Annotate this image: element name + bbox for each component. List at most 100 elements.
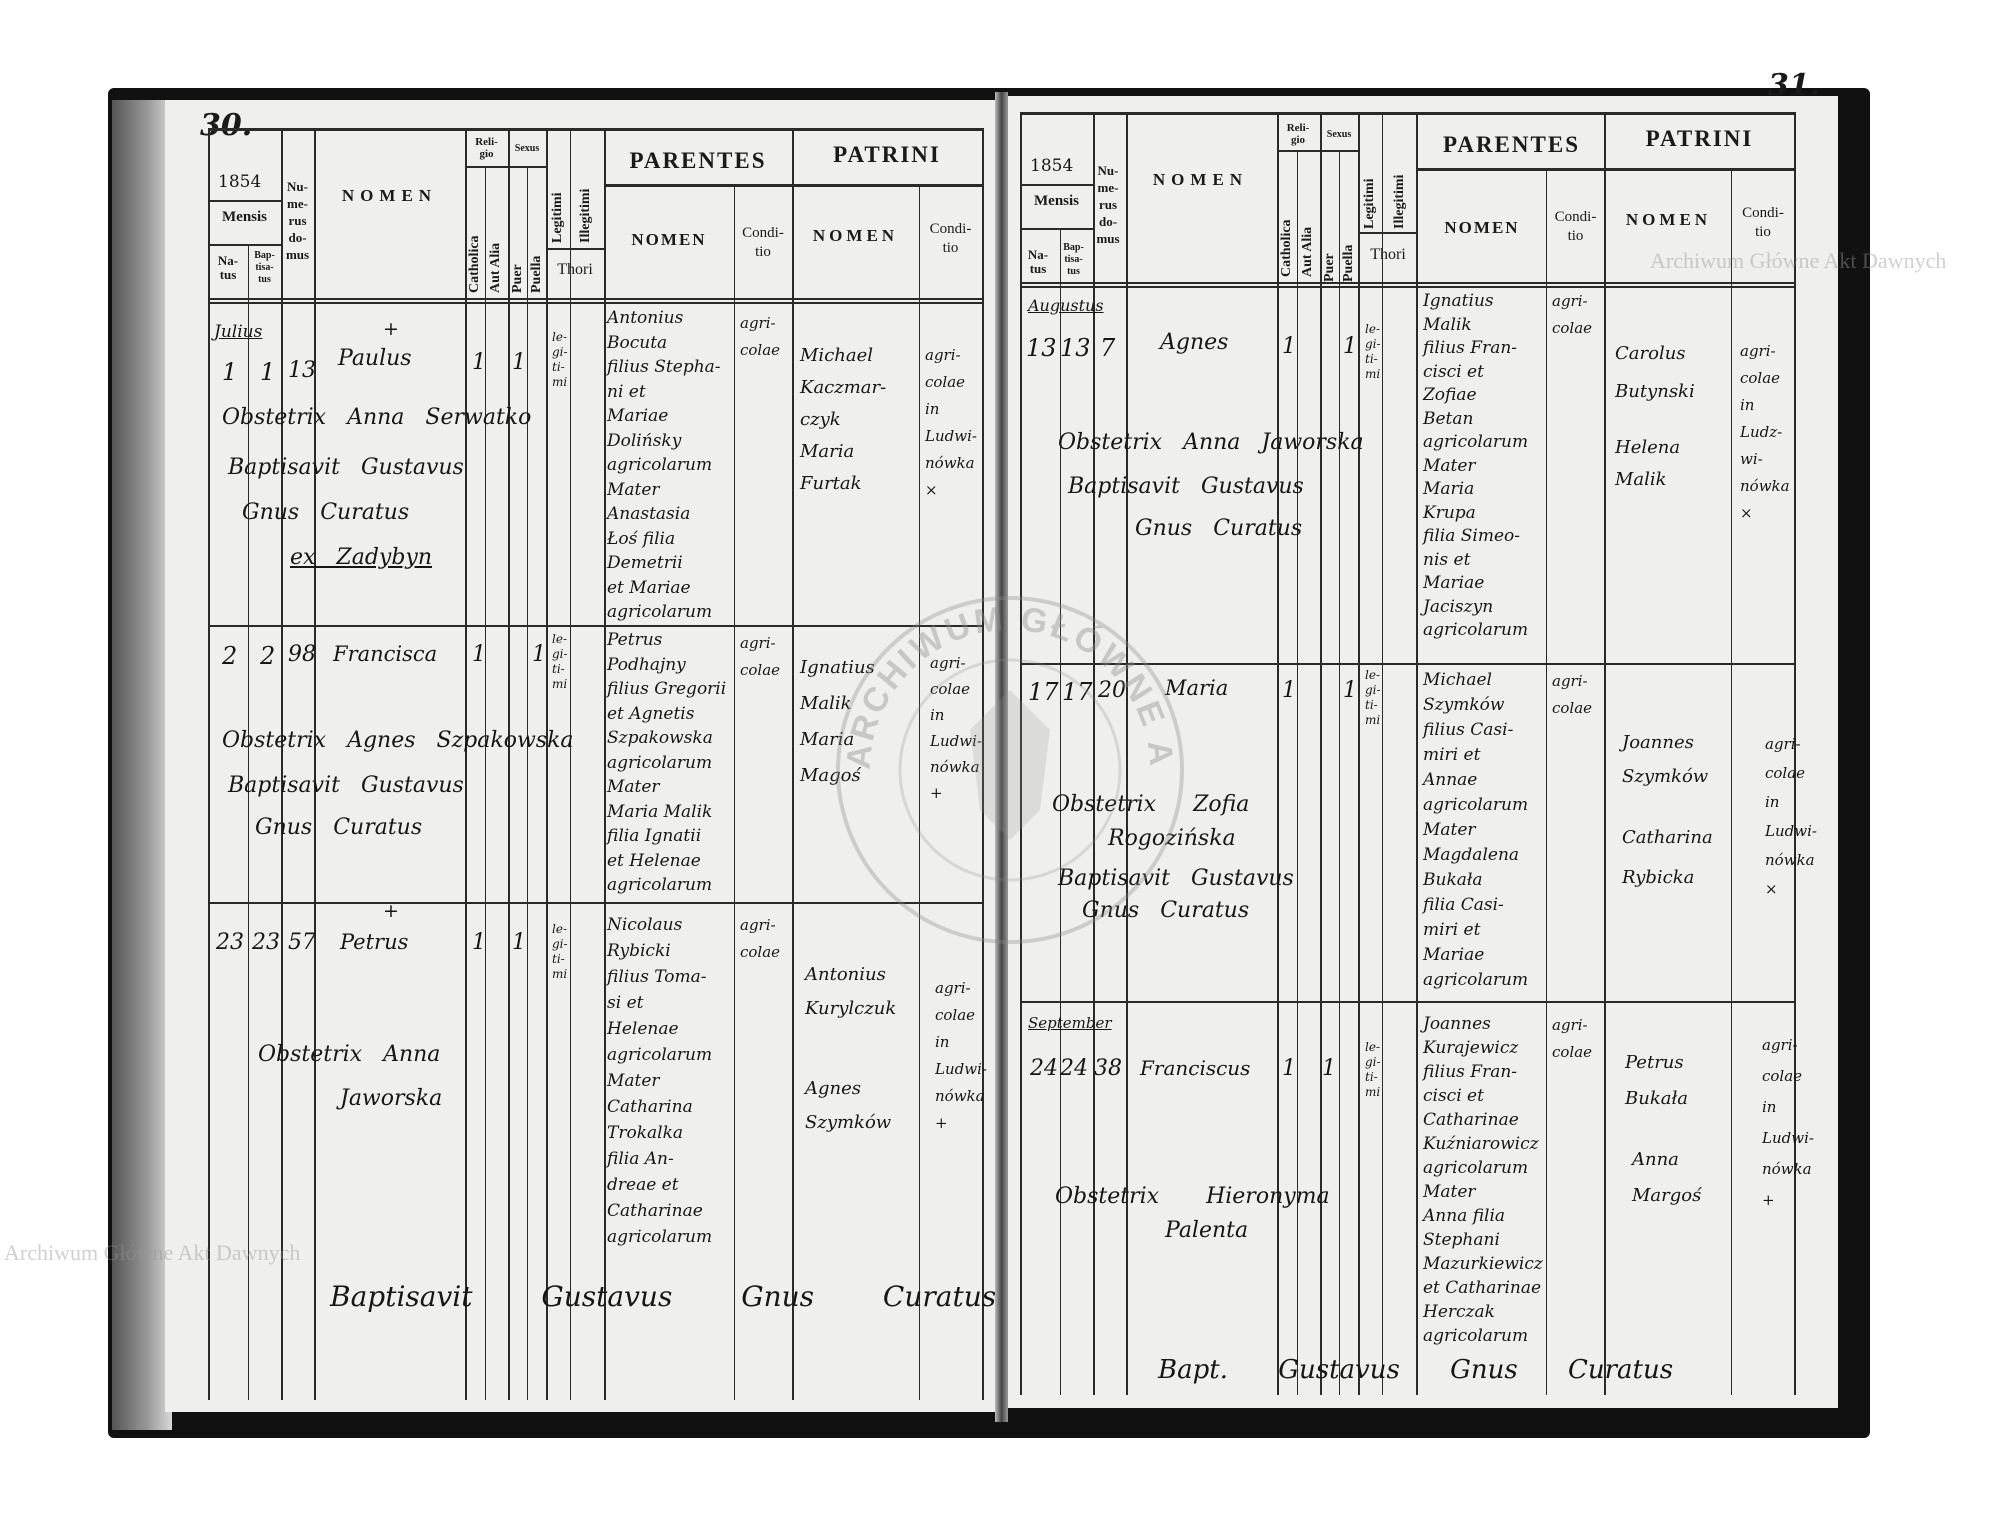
patrini-2-name: Anna Margoś <box>1632 1149 1702 1206</box>
entry-month: Julius <box>214 322 263 342</box>
patrini-1-name: Antonius Kurylczuk <box>805 964 897 1019</box>
entry-domus: 20 <box>1098 678 1126 703</box>
table-rule <box>1358 232 1416 234</box>
catholica-header: Catholica <box>467 235 482 293</box>
entry-domus: 7 <box>1100 334 1116 362</box>
patrini-nomen-header: NOMEN <box>1625 210 1712 229</box>
curatus-note: Gnus Curatus <box>242 500 410 525</box>
obstetrix-surname: Jaworska <box>340 1086 443 1111</box>
patrini-nomen-header: NOMEN <box>812 226 899 245</box>
parentes-nomen-header: NOMEN <box>631 230 707 249</box>
table-rule <box>1416 168 1794 171</box>
parentes-conditio-header: Condi- tio <box>1554 209 1597 244</box>
catholica-header: Catholica <box>1279 219 1294 277</box>
archive-stamp: ARCHIWUM GŁÓWNE AKT DAWNYCH <box>820 580 1184 944</box>
entry-natus: 1 <box>222 358 238 386</box>
table-rule <box>1382 112 1383 1395</box>
left-page <box>165 100 997 1412</box>
religio-catholica-mark: 1 <box>472 350 486 375</box>
table-rule <box>1297 150 1298 1395</box>
parentes-names: Petrus Podhajny filius Gregorii et Agnet… <box>607 630 727 895</box>
entry-baptisatus: 24 <box>1060 1056 1088 1081</box>
archive-watermark-right: Archiwum Główne Akt Dawnych <box>1650 248 1947 273</box>
parentes-header: PARENTES <box>629 148 767 173</box>
aut-alia-header: Aut Alia <box>488 242 503 293</box>
mensis-header: Mensis <box>222 209 267 225</box>
table-rule <box>208 625 984 627</box>
puella-header: Puella <box>529 255 544 293</box>
table-rule <box>281 128 283 1400</box>
table-rule <box>208 200 281 202</box>
table-rule <box>919 186 920 1400</box>
left-page-footer-note: Baptisavit Gustavus Gnus Curatus <box>330 1280 997 1313</box>
entry-baptisatus: 17 <box>1062 678 1093 706</box>
baptisavit-note: Baptisavit Gustavus <box>228 773 464 798</box>
child-name: Francisca <box>333 642 438 666</box>
religio-header: Reli- gio <box>475 136 498 160</box>
thori-header: Thori <box>557 261 593 278</box>
eagle-emblem-icon <box>970 690 1050 840</box>
table-rule <box>1731 170 1732 1395</box>
table-rule <box>1339 150 1340 1395</box>
puer-header: Puer <box>510 264 525 293</box>
left-register-table: 1854 Mensis Na- tus Bap- tisa- tus Nu- m… <box>208 128 984 1400</box>
parentes-names: Antonius Bocuta filius Stepha- ni et Mar… <box>607 308 721 622</box>
table-rule <box>527 166 528 1400</box>
right-page-footer-note: Bapt. Gustavus Gnus Curatus <box>1158 1355 1674 1385</box>
legitimi-mark: le- gi- ti- mi <box>552 632 568 691</box>
natus-header: Na- tus <box>1027 247 1049 276</box>
patrini-conditio: agri- colae in Ludwi- nówka + <box>935 979 987 1132</box>
entry-baptisatus: 13 <box>1060 334 1091 362</box>
illegitimi-header: Illegitimi <box>578 188 593 243</box>
patrini-names: Michael Kaczmar- czyk Maria Furtak <box>800 345 887 494</box>
table-rule <box>465 128 467 1400</box>
obstetrix-surname: Palenta <box>1165 1218 1249 1243</box>
obstetrix-note: Obstetrix Anna Serwatko <box>222 405 532 430</box>
obstetrix-note: Obstetrix Anna Jaworska <box>1058 430 1364 455</box>
table-rule <box>208 128 984 131</box>
parentes-conditio: agri- colae <box>1552 672 1593 717</box>
table-rule <box>1020 228 1093 230</box>
entry-domus: 38 <box>1094 1056 1122 1081</box>
table-rule <box>1277 150 1358 152</box>
mensis-header: Mensis <box>1034 193 1079 209</box>
patrini-1-name: Petrus Bukała <box>1625 1052 1689 1109</box>
child-name: Paulus <box>338 346 412 371</box>
curatus-note: Gnus Curatus <box>1135 516 1303 541</box>
table-rule <box>508 128 510 1400</box>
patrini-conditio: agri- colae in Ludwi- nówka × <box>1765 735 1817 898</box>
obstetrix-note: Obstetrix Anna <box>258 1042 441 1067</box>
parentes-names: Nicolaus Rybicki filius Toma- si et Hele… <box>607 915 713 1247</box>
table-rule <box>604 128 606 1400</box>
table-rule <box>1604 112 1606 1395</box>
table-rule <box>208 302 984 304</box>
table-rule <box>1126 112 1128 1395</box>
baptisatus-header: Bap- tisa- tus <box>254 250 275 285</box>
right-page-number: 31. <box>1768 68 1821 103</box>
entry-natus: 23 <box>216 930 244 955</box>
numerus-domus-header: Nu- me- rus do- mus <box>285 179 310 262</box>
deceased-cross-mark: + <box>383 318 399 340</box>
entry-natus: 17 <box>1028 678 1059 706</box>
patrini-conditio: agri- colae in Ludwi- nówka + <box>1762 1036 1814 1209</box>
religio-catholica-mark: 1 <box>1282 1056 1296 1081</box>
table-rule <box>1277 112 1279 1395</box>
patrini-names: Ignatius Malik Maria Magoś <box>800 657 875 786</box>
illegitimi-header: Illegitimi <box>1392 174 1407 229</box>
table-rule <box>546 248 604 250</box>
patrini-1-name: Joannes Szymków <box>1622 732 1709 787</box>
year-label: 1854 <box>218 172 262 192</box>
patrini-header: PATRINI <box>1645 126 1754 151</box>
entry-month: September <box>1028 1014 1112 1032</box>
parentes-names: Michael Szymków filius Casi- miri et Ann… <box>1423 670 1529 990</box>
parentes-nomen-header: NOMEN <box>1444 218 1520 237</box>
sexus-puella-mark: 1 <box>1343 334 1357 359</box>
child-name: Agnes <box>1160 330 1229 355</box>
obstetrix-note: Obstetrix Hieronyma <box>1055 1184 1330 1209</box>
entry-baptisatus: 23 <box>252 930 280 955</box>
parentes-conditio: agri- colae <box>1552 292 1593 337</box>
entry-natus: 24 <box>1030 1056 1058 1081</box>
legitimi-header: Legitimi <box>550 192 565 243</box>
parentes-conditio-header: Condi- tio <box>742 225 784 260</box>
table-rule <box>208 244 281 246</box>
